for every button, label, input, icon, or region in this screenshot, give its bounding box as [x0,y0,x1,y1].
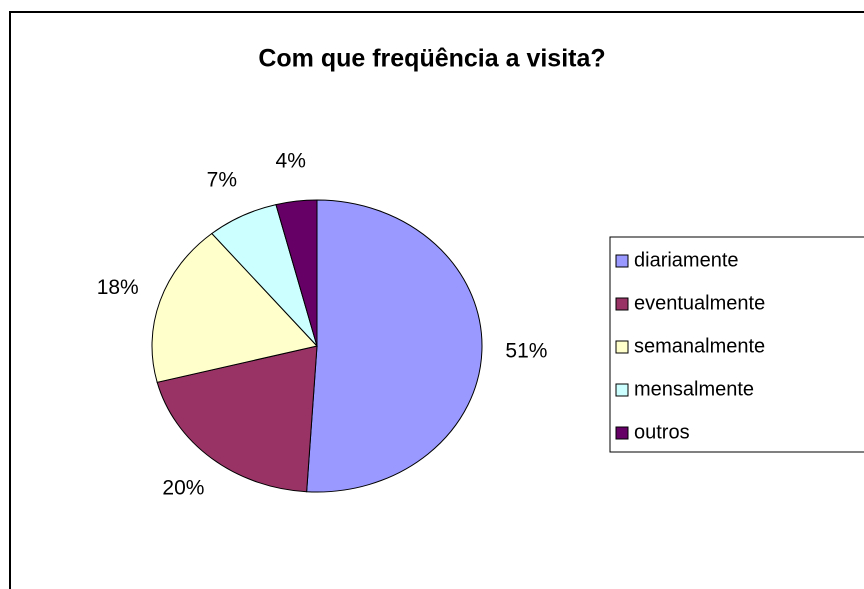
pie-slice [156,345,318,493]
legend-swatch [615,426,629,440]
legend-label: eventualmente [634,292,765,314]
chart-title: Com que freqüência a visita? [258,45,605,73]
pie-slice [306,199,483,493]
legend-swatch [615,254,629,268]
legend-label: mensalmente [634,378,754,400]
pie-slice [275,199,318,347]
legend-label: semanalmente [634,335,765,357]
legend-swatch [615,340,629,354]
legend-swatch [615,383,629,397]
legend-label: diariamente [634,249,739,271]
data-label: 18% [97,276,139,299]
chart-frame [9,11,864,589]
data-label: 4% [276,150,306,173]
legend-box [609,236,864,453]
data-label: 7% [207,168,237,191]
pie-slice [151,232,318,383]
data-label: 20% [162,476,204,499]
data-label: 51% [505,339,547,362]
legend-swatch [615,297,629,311]
legend-label: outros [634,421,690,443]
